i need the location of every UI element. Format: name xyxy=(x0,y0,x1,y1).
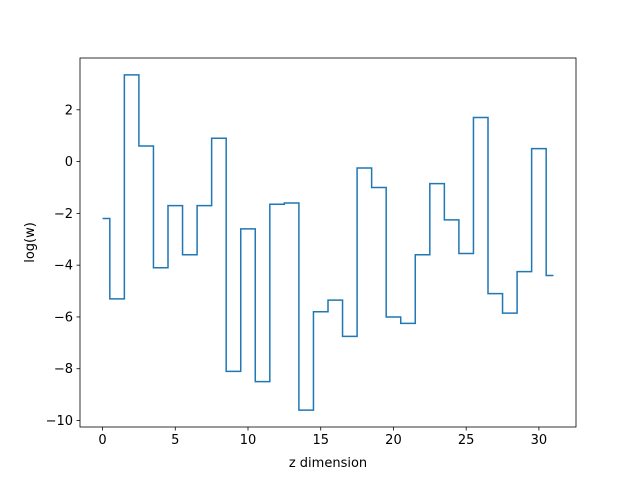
y-tick-label: 0 xyxy=(65,155,73,170)
x-tick-label: 10 xyxy=(240,433,257,448)
y-tick-label: −2 xyxy=(54,207,73,222)
series-line-0 xyxy=(102,74,554,411)
x-axis-ticks: 0 5 10 15 20 25 30 xyxy=(98,427,547,448)
axes-frame xyxy=(79,57,577,428)
x-tick-label: 25 xyxy=(458,433,475,448)
x-tick-label: 30 xyxy=(531,433,548,448)
y-tick-label: −8 xyxy=(54,362,73,377)
x-tick-label: 15 xyxy=(312,433,329,448)
y-tick-label: −6 xyxy=(54,310,73,325)
y-tick-label: 2 xyxy=(65,103,73,118)
x-tick-label: 5 xyxy=(171,433,179,448)
x-tick-label: 0 xyxy=(98,433,106,448)
x-axis-label: z dimension xyxy=(289,456,367,471)
x-tick-label: 20 xyxy=(385,433,402,448)
y-axis-ticks: −10 −8 −6 −4 −2 0 2 xyxy=(46,103,80,429)
y-axis-label: log(w) xyxy=(23,222,38,263)
y-tick-label: −4 xyxy=(54,259,73,274)
plot-area xyxy=(102,74,554,411)
y-tick-label: −10 xyxy=(46,414,73,429)
